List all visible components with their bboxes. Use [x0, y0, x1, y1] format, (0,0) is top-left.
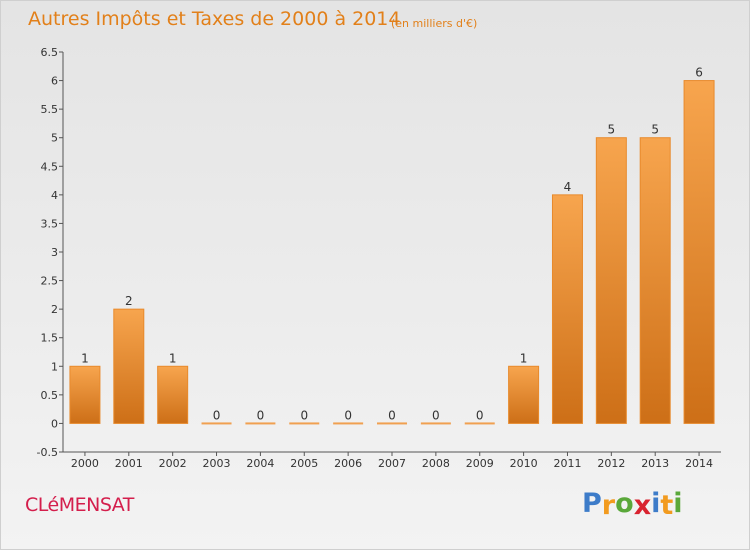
- bar: [551, 194, 583, 424]
- y-tick-label: 0: [51, 417, 58, 430]
- logo-letter: x: [633, 490, 652, 521]
- y-tick-label: 4.5: [41, 160, 59, 173]
- bar: [69, 365, 101, 424]
- bar: [377, 422, 407, 425]
- bar: [420, 422, 451, 425]
- y-tick-label: 4: [51, 189, 58, 202]
- y-tick-label: 2.5: [41, 275, 59, 288]
- x-tick-label: 2003: [203, 457, 231, 470]
- bar: [157, 365, 189, 424]
- bar-value-label: 4: [564, 180, 572, 194]
- proxiti-logo: Proxiti: [582, 488, 683, 521]
- bar-value-label: 0: [257, 408, 265, 422]
- bar-value-label: 0: [476, 408, 484, 422]
- logo-letter: o: [615, 488, 634, 519]
- bar-value-label: 1: [520, 351, 528, 365]
- x-tick-label: 2005: [290, 457, 318, 470]
- x-tick-label: 2004: [246, 457, 274, 470]
- x-tick-label: 2002: [159, 457, 187, 470]
- bar: [245, 422, 276, 425]
- bar: [639, 137, 671, 424]
- bar-value-label: 0: [432, 408, 440, 422]
- bar: [595, 137, 627, 424]
- x-tick-label: 2007: [378, 457, 406, 470]
- bar-value-label: 5: [651, 123, 659, 137]
- bar: [333, 422, 364, 425]
- bar: [201, 422, 232, 425]
- x-tick-label: 2006: [334, 457, 362, 470]
- logo-letter: i: [673, 488, 683, 519]
- chart-title: Autres Impôts et Taxes de 2000 à 2014: [28, 8, 401, 30]
- commune-name: CLéMENSAT: [25, 494, 134, 516]
- x-tick-label: 2012: [597, 457, 625, 470]
- bar-value-label: 1: [169, 351, 177, 365]
- logo-letter: r: [601, 490, 616, 521]
- x-tick-label: 2000: [71, 457, 99, 470]
- y-tick-label: 1.5: [41, 332, 59, 345]
- x-tick-label: 2013: [641, 457, 669, 470]
- x-tick-label: 2014: [685, 457, 713, 470]
- y-tick-label: 1: [51, 360, 58, 373]
- x-tick-label: 2010: [510, 457, 538, 470]
- logo-letter: t: [660, 490, 674, 521]
- y-tick-label: 0.5: [41, 389, 59, 402]
- bar: [289, 422, 320, 425]
- bar-value-label: 6: [695, 66, 703, 80]
- logo-letter: P: [582, 488, 602, 519]
- y-tick-label: -0.5: [37, 446, 58, 459]
- y-tick-label: 3: [51, 246, 58, 259]
- bar-value-label: 0: [300, 408, 308, 422]
- bar: [113, 308, 145, 424]
- bar-value-label: 5: [608, 123, 616, 137]
- bar-value-label: 0: [388, 408, 396, 422]
- bar-value-label: 0: [213, 408, 221, 422]
- y-tick-label: 3.5: [41, 217, 59, 230]
- y-tick-label: 6: [51, 75, 58, 88]
- y-tick-label: 5.5: [41, 103, 59, 116]
- x-tick-label: 2011: [553, 457, 581, 470]
- x-tick-label: 2001: [115, 457, 143, 470]
- x-tick-label: 2008: [422, 457, 450, 470]
- logo-letter: i: [651, 488, 661, 519]
- y-tick-label: 2: [51, 303, 58, 316]
- bar-value-label: 1: [81, 351, 89, 365]
- x-tick-label: 2009: [466, 457, 494, 470]
- bar: [683, 80, 715, 424]
- chart-subtitle: (en milliers d'€): [391, 17, 478, 30]
- bar-value-label: 0: [344, 408, 352, 422]
- bar: [464, 422, 495, 425]
- bar-value-label: 2: [125, 294, 133, 308]
- y-tick-label: 5: [51, 132, 58, 145]
- bar: [508, 365, 540, 424]
- y-tick-label: 6.5: [41, 46, 59, 59]
